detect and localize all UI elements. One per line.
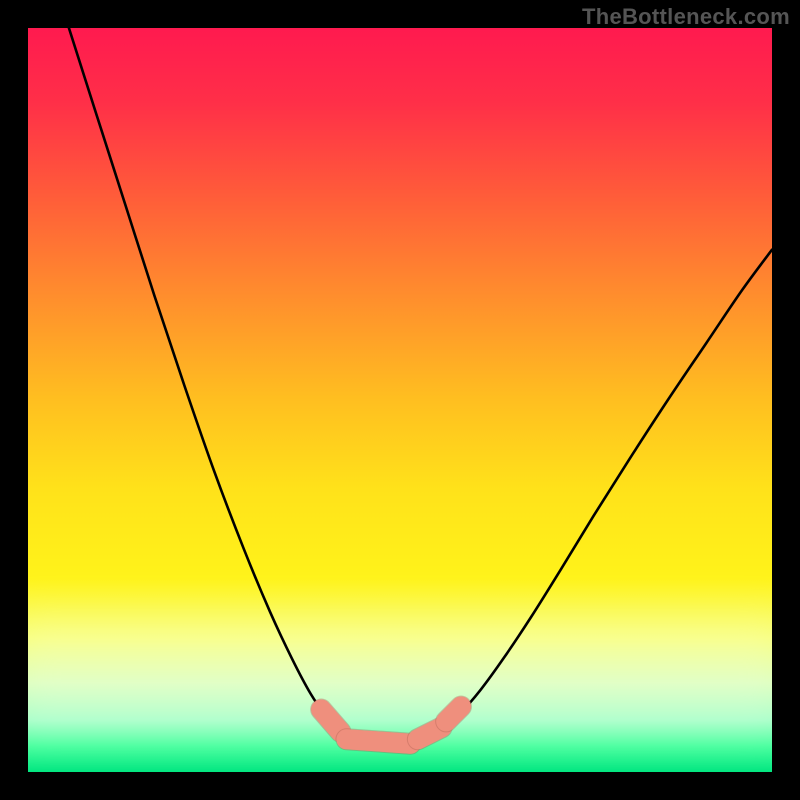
bottom-capsule-fill-2: [418, 727, 442, 739]
bottom-capsule-fill-1: [346, 739, 410, 743]
pale-band: [8, 616, 792, 735]
watermark-text: TheBottleneck.com: [582, 4, 790, 30]
bottom-capsule-fill-3: [446, 707, 461, 722]
bottleneck-chart: [0, 0, 800, 800]
